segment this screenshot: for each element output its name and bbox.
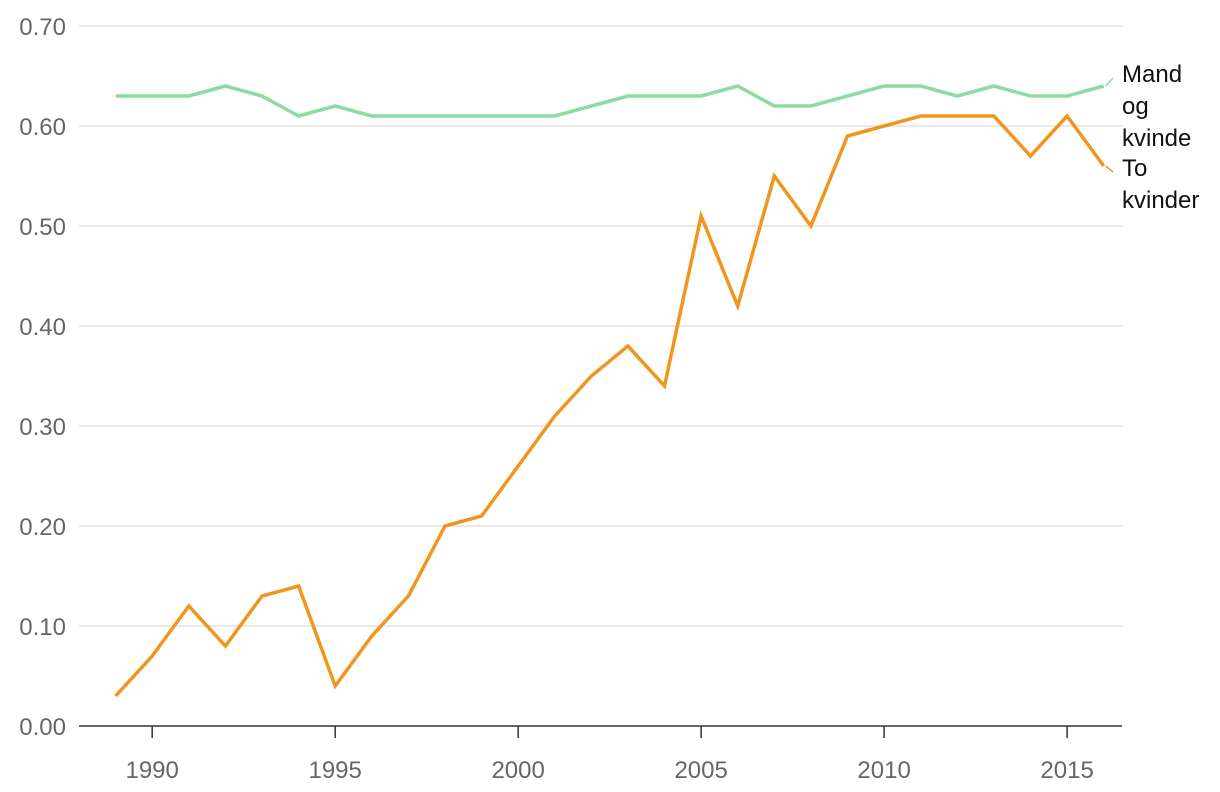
- x-tick-label: 1990: [125, 757, 178, 784]
- x-tick-label: 2010: [857, 757, 910, 784]
- y-tick-label: 0.50: [19, 214, 66, 241]
- series-lines: [114, 84, 1106, 698]
- y-tick-label: 0.10: [19, 614, 66, 641]
- y-tick-label: 0.70: [19, 14, 66, 41]
- x-tick-label: 2015: [1040, 757, 1093, 784]
- x-axis: 1990 1995 2000 2005 2010 2015: [125, 726, 1094, 784]
- series-line-mand-og-kvinde: [115, 84, 1105, 118]
- x-tick-label: 2005: [674, 757, 727, 784]
- y-tick-label: 0.00: [19, 714, 66, 741]
- series-label: To kvinder: [1122, 155, 1199, 214]
- x-tick-label: 2000: [491, 757, 544, 784]
- y-axis-tick-labels: 0.00 0.10 0.20 0.30 0.40 0.50 0.60 0.70: [19, 14, 66, 741]
- gridlines: [79, 25, 1122, 627]
- y-tick-label: 0.20: [19, 514, 66, 541]
- y-tick-label: 0.30: [19, 414, 66, 441]
- series-label-connector: [1105, 77, 1114, 87]
- x-tick-label: 1995: [308, 757, 361, 784]
- series-label-connector: [1105, 165, 1114, 173]
- series-line-to-kvinder: [114, 113, 1106, 698]
- y-tick-label: 0.40: [19, 314, 66, 341]
- y-tick-label: 0.60: [19, 114, 66, 141]
- series-label: Mand og kvinde: [1122, 61, 1191, 152]
